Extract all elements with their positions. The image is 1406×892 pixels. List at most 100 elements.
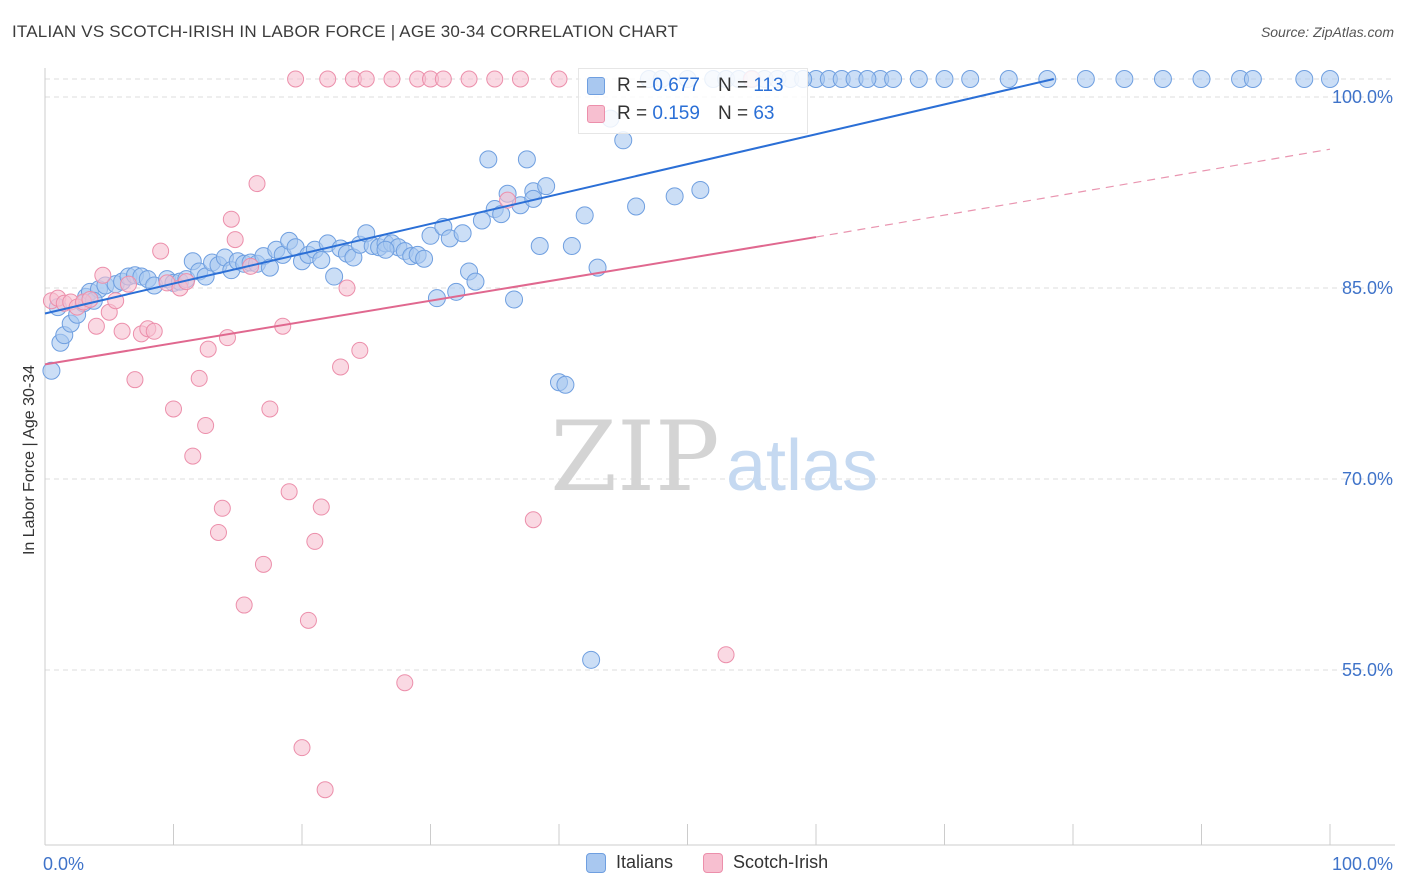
scotch-irish-point [332,358,350,376]
scotch-irish-point [199,340,217,358]
italians-point [665,187,684,206]
italians-legend-swatch [586,852,606,873]
scotch-irish-point [338,279,356,297]
scotch-irish-swatch [587,105,605,123]
scotch-irish-point [312,498,330,516]
trend-line-italians [44,78,1054,315]
scotch-irish-point [383,70,401,88]
scotch-irish-point [213,499,231,517]
italians-point [1192,70,1211,88]
scotch-irish-point [226,231,244,249]
italians-point [453,224,472,243]
italians-point [999,70,1018,88]
italians-point [935,70,954,88]
italians-point [961,70,980,88]
italians-point [909,70,928,88]
scotch-irish-point [299,611,317,629]
legend-item-italians[interactable]: Italians [586,852,673,873]
scotch-r-label: R = [617,103,648,124]
italians-point [421,226,440,245]
trend-extension-scotch-irish [815,148,1331,238]
series-italians [42,70,1339,669]
scotch-irish-point [396,674,414,692]
scotch-irish-point [550,70,568,88]
scotch-irish-point [94,266,112,284]
italians-point [1153,70,1172,88]
italians-point [1321,70,1339,88]
trend-lines [44,78,1331,366]
italians-point [376,240,395,259]
series-scotch-irish [42,70,761,799]
scotch-irish-point [222,210,240,228]
italians-point [312,250,331,269]
tick-labels: 100.0% 85.0% 70.0% 55.0% 0.0% 100.0% [43,87,1393,874]
series-legend: Italians Scotch-Irish [586,852,858,873]
scotch-irish-point [511,70,529,88]
italians-point [325,267,344,286]
italians-point [530,236,549,255]
scotch-irish-point [319,70,337,88]
scotch-irish-point [152,242,170,260]
scotch-irish-point [717,646,735,664]
italians-point [1076,70,1095,88]
scotch-irish-point [261,400,279,418]
scotch-irish-point [190,369,208,387]
scotch-irish-point [357,70,375,88]
scotch-irish-point [113,322,131,340]
stats-legend: R = 0.677 N = 113 R = 0.159 N = 63 [578,68,808,134]
legend-label-scotch-irish: Scotch-Irish [733,852,829,872]
axes [44,68,1395,846]
y-axis-label: In Labor Force | Age 30-34 [21,364,38,556]
scotch-irish-point [235,596,253,614]
italians-point [575,206,594,225]
legend-item-scotch-irish[interactable]: Scotch-Irish [703,852,828,873]
italians-point [691,180,710,199]
scotch-irish-point [120,275,138,293]
scotch-irish-point [165,400,182,418]
italians-point [562,236,581,255]
italians-point [415,249,434,268]
x-tick-label: 100.0% [1332,854,1393,874]
scotch-irish-point [351,341,369,359]
scotch-irish-point [280,483,298,501]
scotch-irish-point [218,329,236,347]
italians-r-value: 0.677 [652,75,700,96]
scotch-irish-point [248,175,266,193]
grid-lines [45,78,1395,671]
scotch-irish-point [184,447,202,465]
italians-swatch [587,77,605,95]
italians-n-label: N = [717,75,749,96]
italians-n-value: 113 [753,75,784,96]
scotch-irish-point [197,417,215,435]
italians-point [479,150,498,169]
legend-row-scotch-irish: R = 0.159 N = 63 [587,102,774,126]
scotch-r-value: 0.159 [652,103,700,124]
italians-point [1115,70,1134,88]
italians-point [582,650,601,669]
scotch-irish-point [434,70,452,88]
scotch-n-value: 63 [753,103,775,124]
x-tick-label: 0.0% [43,854,84,874]
scotch-irish-point [293,739,311,757]
watermark: ZIP atlas [550,401,878,513]
italians-point [884,70,903,88]
watermark-zip: ZIP [550,401,719,513]
italians-point [1038,70,1057,88]
source-label: Source: ZipAtlas.com [1260,24,1394,40]
italians-point [42,361,61,380]
y-tick-label: 85.0% [1342,278,1393,298]
scotch-irish-legend-swatch [703,852,724,873]
italians-point [1243,70,1262,88]
italians-r-label: R = [617,75,648,96]
scotch-irish-point [486,70,504,88]
italians-point [858,70,877,88]
scotch-irish-point [306,532,324,550]
scotch-irish-point [316,781,334,799]
scotch-irish-point [287,70,305,88]
italians-point [1295,70,1314,88]
italians-point [260,258,279,277]
y-tick-label: 100.0% [1332,87,1393,107]
scotch-irish-point [126,371,144,389]
italians-point [627,197,646,216]
